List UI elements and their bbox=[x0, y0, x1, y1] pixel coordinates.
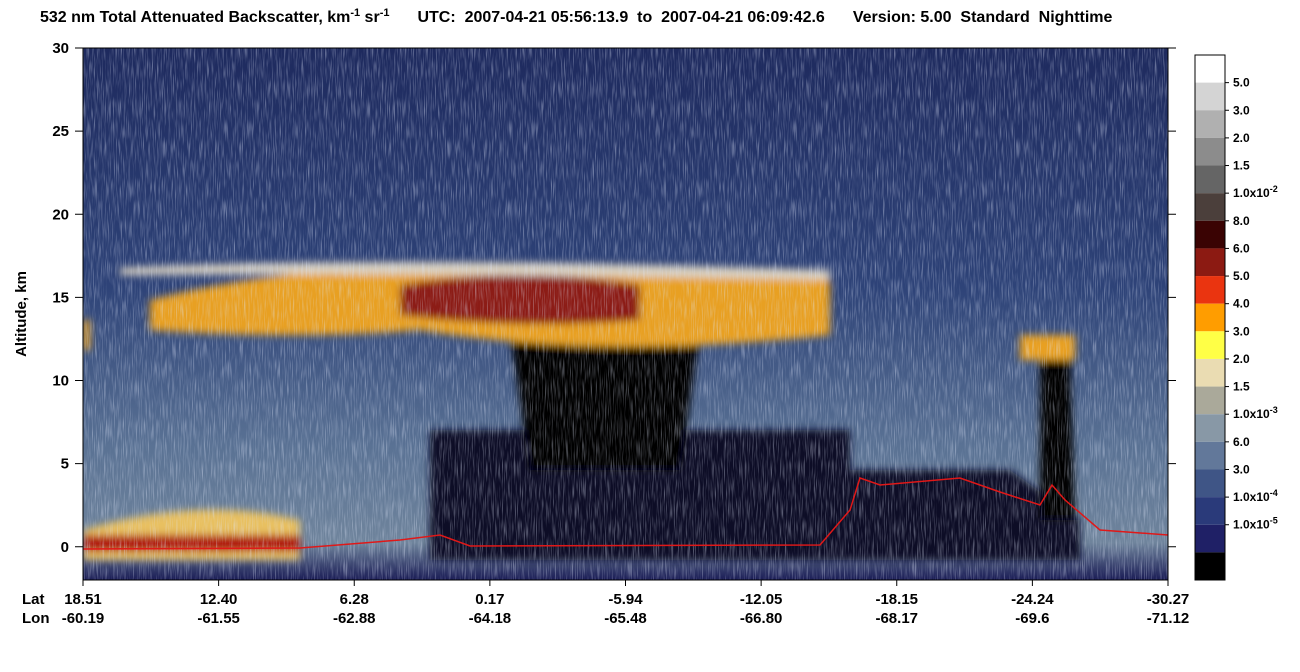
colorbar-cell bbox=[1195, 331, 1225, 359]
colorbar-label-exponent: -5 bbox=[1270, 516, 1278, 526]
lon-tick-label: -66.80 bbox=[740, 610, 783, 627]
lon-tick-label: -64.18 bbox=[469, 610, 512, 627]
colorbar-cell bbox=[1195, 386, 1225, 415]
lon-tick-label: -60.19 bbox=[62, 610, 105, 627]
colorbar-label: 1.5 bbox=[1233, 380, 1250, 394]
y-tick-label: 10 bbox=[52, 373, 69, 390]
lat-tick-label: -18.15 bbox=[875, 591, 918, 608]
colorbar-cell bbox=[1195, 193, 1225, 221]
colorbar-label: 3.0 bbox=[1233, 103, 1250, 117]
lon-label: Lon bbox=[22, 610, 50, 627]
colorbar-cell bbox=[1195, 414, 1225, 442]
colorbar-cell bbox=[1195, 220, 1225, 249]
colorbar-cell bbox=[1195, 469, 1225, 498]
colorbar-label-mantissa: 1.0x10 bbox=[1233, 490, 1270, 504]
colorbar-cell bbox=[1195, 137, 1225, 166]
colorbar-cell bbox=[1195, 248, 1225, 277]
colorbar-label: 1.5 bbox=[1233, 159, 1250, 173]
lat-tick-label: -24.24 bbox=[1011, 591, 1054, 608]
y-tick-label: 20 bbox=[52, 206, 69, 223]
colorbar-cell bbox=[1195, 82, 1225, 111]
y-tick-label: 5 bbox=[61, 456, 69, 473]
colorbar-label: 1.0x10-3 bbox=[1233, 405, 1278, 421]
backscatter-image bbox=[83, 48, 1168, 580]
colorbar-label: 1.0x10-5 bbox=[1233, 516, 1278, 532]
lon-tick-label: -71.12 bbox=[1147, 610, 1190, 627]
y-tick-label: 25 bbox=[52, 123, 69, 140]
lon-tick-label: -62.88 bbox=[333, 610, 376, 627]
colorbar-label: 3.0 bbox=[1233, 324, 1250, 338]
colorbar-label: 2.0 bbox=[1233, 131, 1250, 145]
colorbar-cell bbox=[1195, 303, 1225, 332]
colorbar-cell bbox=[1195, 524, 1225, 553]
colorbar-frame bbox=[1194, 54, 1226, 581]
colorbar-label: 6.0 bbox=[1233, 435, 1250, 449]
colorbar-cell bbox=[1195, 165, 1225, 194]
colorbar-label: 5.0 bbox=[1233, 269, 1250, 283]
colorbar-label: 5.0 bbox=[1233, 76, 1250, 90]
colorbar-cell bbox=[1195, 358, 1225, 387]
lat-tick-label: 18.51 bbox=[64, 591, 102, 608]
colorbar-cell bbox=[1195, 110, 1225, 138]
colorbar-label-mantissa: 1.0x10 bbox=[1233, 186, 1270, 200]
colorbar-label-mantissa: 1.0x10 bbox=[1233, 407, 1270, 421]
colorbar-label-exponent: -3 bbox=[1270, 405, 1278, 415]
colorbar-label: 8.0 bbox=[1233, 214, 1250, 228]
colorbar-cell bbox=[1195, 441, 1225, 470]
colorbar-label: 3.0 bbox=[1233, 462, 1250, 476]
y-tick-label: 30 bbox=[52, 40, 69, 57]
lat-tick-label: 12.40 bbox=[200, 591, 238, 608]
lon-tick-label: -68.17 bbox=[875, 610, 918, 627]
colorbar-label: 1.0x10-4 bbox=[1233, 488, 1278, 504]
colorbar-label-exponent: -2 bbox=[1270, 184, 1278, 194]
colorbar-label-mantissa: 1.0x10 bbox=[1233, 518, 1270, 532]
lat-tick-label: -30.27 bbox=[1147, 591, 1190, 608]
colorbar-label: 6.0 bbox=[1233, 241, 1250, 255]
colorbar-cell bbox=[1195, 552, 1225, 580]
colorbar-label: 4.0 bbox=[1233, 297, 1250, 311]
lat-tick-label: 6.28 bbox=[340, 591, 369, 608]
lat-tick-label: -5.94 bbox=[608, 591, 643, 608]
colorbar-label: 2.0 bbox=[1233, 352, 1250, 366]
lat-tick-label: -12.05 bbox=[740, 591, 783, 608]
title: 532 nm Total Attenuated Backscatter, km-… bbox=[40, 7, 1113, 26]
colorbar-cell bbox=[1195, 276, 1225, 304]
lat-label: Lat bbox=[22, 591, 45, 608]
colorbar-label: 1.0x10-2 bbox=[1233, 184, 1278, 200]
colorbar-cell bbox=[1195, 55, 1225, 83]
colorbar-label-exponent: -4 bbox=[1270, 488, 1278, 498]
lat-tick-label: 0.17 bbox=[475, 591, 504, 608]
lon-tick-label: -61.55 bbox=[197, 610, 240, 627]
y-tick-label: 15 bbox=[52, 289, 69, 306]
lon-tick-label: -69.6 bbox=[1015, 610, 1049, 627]
y-tick-label: 0 bbox=[61, 539, 69, 556]
lon-tick-label: -65.48 bbox=[604, 610, 647, 627]
colorbar-cell bbox=[1195, 497, 1225, 525]
y-axis-label: Altitude, km bbox=[13, 271, 30, 357]
